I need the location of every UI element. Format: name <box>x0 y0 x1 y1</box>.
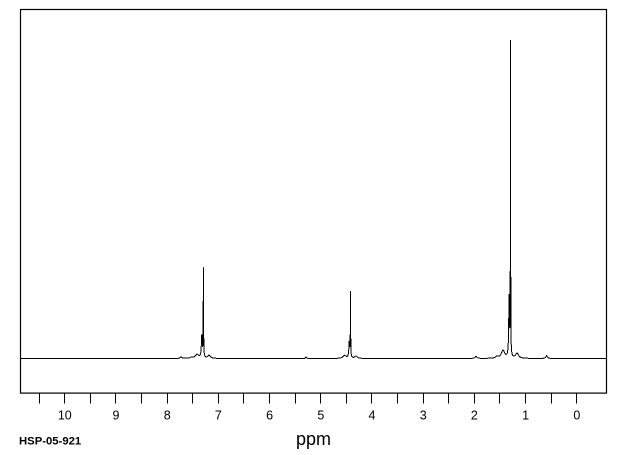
svg-text:ppm: ppm <box>296 429 331 449</box>
svg-text:9: 9 <box>113 409 120 423</box>
svg-text:6: 6 <box>266 409 273 423</box>
svg-text:2: 2 <box>471 409 478 423</box>
svg-text:1: 1 <box>522 409 529 423</box>
svg-text:0: 0 <box>573 409 580 423</box>
svg-text:8: 8 <box>164 409 171 423</box>
svg-text:4: 4 <box>369 409 376 423</box>
svg-text:5: 5 <box>317 409 324 423</box>
svg-text:HSP-05-921: HSP-05-921 <box>19 436 81 448</box>
svg-text:3: 3 <box>420 409 427 423</box>
svg-text:10: 10 <box>58 409 72 423</box>
svg-text:7: 7 <box>215 409 222 423</box>
